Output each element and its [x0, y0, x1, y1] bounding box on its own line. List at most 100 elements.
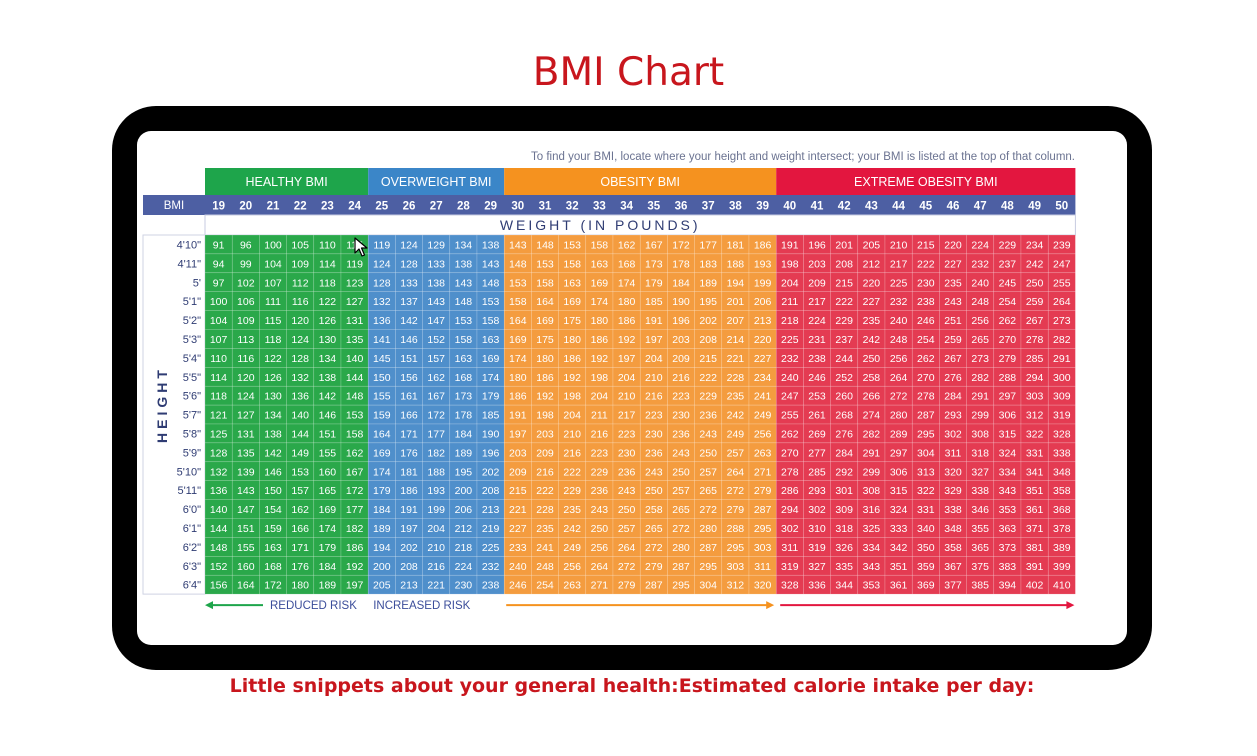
weight-value: 178 [455, 410, 473, 422]
weight-value: 168 [264, 561, 282, 573]
bmi-value: 23 [321, 201, 334, 213]
weight-value: 147 [427, 315, 445, 327]
weight-value: 213 [754, 315, 772, 327]
weight-value: 322 [917, 485, 935, 497]
weight-value: 221 [509, 504, 527, 516]
weight-value: 224 [971, 240, 989, 252]
weight-value: 201 [727, 296, 745, 308]
weight-value: 394 [999, 580, 1017, 592]
weight-value: 132 [210, 466, 228, 478]
weight-value: 128 [291, 353, 309, 365]
weight-value: 229 [563, 485, 581, 497]
weight-value: 273 [1053, 315, 1071, 327]
weight-value: 278 [917, 391, 935, 403]
weight-value: 365 [971, 542, 989, 554]
weight-value: 250 [672, 466, 690, 478]
weight-value: 205 [373, 580, 391, 592]
weight-value: 228 [536, 504, 554, 516]
weight-value: 324 [999, 447, 1017, 459]
weight-value: 138 [455, 258, 473, 270]
weight-value: 270 [917, 372, 935, 384]
weight-value: 177 [346, 504, 364, 516]
weight-value: 104 [264, 258, 282, 270]
category-label: OBESITY BMI [600, 175, 680, 189]
weight-value: 180 [291, 580, 309, 592]
weight-value: 182 [427, 447, 445, 459]
weight-value: 99 [240, 258, 252, 270]
weight-value: 258 [863, 372, 881, 384]
weight-value: 287 [645, 580, 663, 592]
height-label: 5'2" [183, 315, 201, 327]
weight-value: 225 [890, 277, 908, 289]
weight-value: 272 [699, 504, 717, 516]
weight-value: 373 [999, 542, 1017, 554]
weight-value: 150 [373, 372, 391, 384]
weight-value: 204 [618, 372, 636, 384]
weight-value: 221 [427, 580, 445, 592]
weight-value: 359 [917, 561, 935, 573]
category-band [504, 168, 777, 195]
weight-value: 291 [971, 391, 989, 403]
weight-value: 124 [237, 391, 255, 403]
weight-value: 235 [863, 315, 881, 327]
height-label: 6'1" [183, 523, 201, 535]
weight-value: 276 [835, 429, 853, 441]
weight-value: 162 [346, 447, 364, 459]
weight-value: 264 [591, 561, 609, 573]
weight-value: 195 [455, 466, 473, 478]
weight-value: 264 [1053, 296, 1071, 308]
weight-value: 216 [645, 391, 663, 403]
weight-value: 250 [863, 353, 881, 365]
weight-value: 210 [890, 240, 908, 252]
weight-value: 293 [944, 410, 962, 422]
weight-value: 189 [455, 447, 473, 459]
weight-value: 111 [265, 296, 281, 308]
weight-value: 164 [237, 580, 255, 592]
weight-value: 220 [863, 277, 881, 289]
weight-value: 280 [699, 523, 717, 535]
weight-value: 182 [346, 523, 364, 535]
weight-value: 193 [754, 258, 772, 270]
weight-value: 241 [536, 542, 554, 554]
weight-value: 191 [645, 315, 663, 327]
weight-value: 143 [482, 258, 500, 270]
weight-value: 254 [999, 296, 1017, 308]
height-column [142, 234, 206, 595]
weight-value: 139 [237, 466, 255, 478]
weight-value: 154 [264, 504, 282, 516]
weight-value: 353 [863, 580, 881, 592]
weight-value: 116 [237, 353, 254, 365]
weight-value: 336 [808, 580, 826, 592]
weight-value: 237 [835, 334, 853, 346]
weight-value: 174 [373, 466, 391, 478]
weight-value: 213 [482, 504, 500, 516]
weight-value: 181 [727, 240, 745, 252]
weight-value: 234 [1026, 240, 1044, 252]
weight-value: 257 [672, 485, 690, 497]
weight-value: 363 [999, 523, 1017, 535]
weight-value: 328 [1053, 429, 1071, 441]
reduced-risk-label: REDUCED RISK [270, 600, 357, 612]
weight-value: 315 [890, 485, 908, 497]
weight-value: 367 [944, 561, 962, 573]
weight-value: 136 [210, 485, 228, 497]
weight-value: 197 [346, 580, 364, 592]
bmi-value: 28 [457, 201, 470, 213]
weight-value: 272 [727, 485, 745, 497]
weight-value: 248 [890, 334, 908, 346]
weight-value: 265 [699, 485, 717, 497]
height-label: 5'5" [183, 372, 201, 384]
weight-value: 169 [563, 296, 581, 308]
weight-value: 189 [319, 580, 337, 592]
weight-value: 286 [781, 485, 799, 497]
weight-value: 249 [727, 429, 745, 441]
weight-value: 159 [373, 410, 391, 422]
weight-value: 132 [291, 372, 309, 384]
weight-value: 160 [237, 561, 255, 573]
weight-value: 153 [346, 410, 364, 422]
weight-value: 335 [835, 561, 853, 573]
weight-value: 119 [346, 258, 363, 270]
weight-value: 163 [563, 277, 581, 289]
weight-value: 299 [863, 466, 881, 478]
weight-value: 209 [509, 466, 527, 478]
